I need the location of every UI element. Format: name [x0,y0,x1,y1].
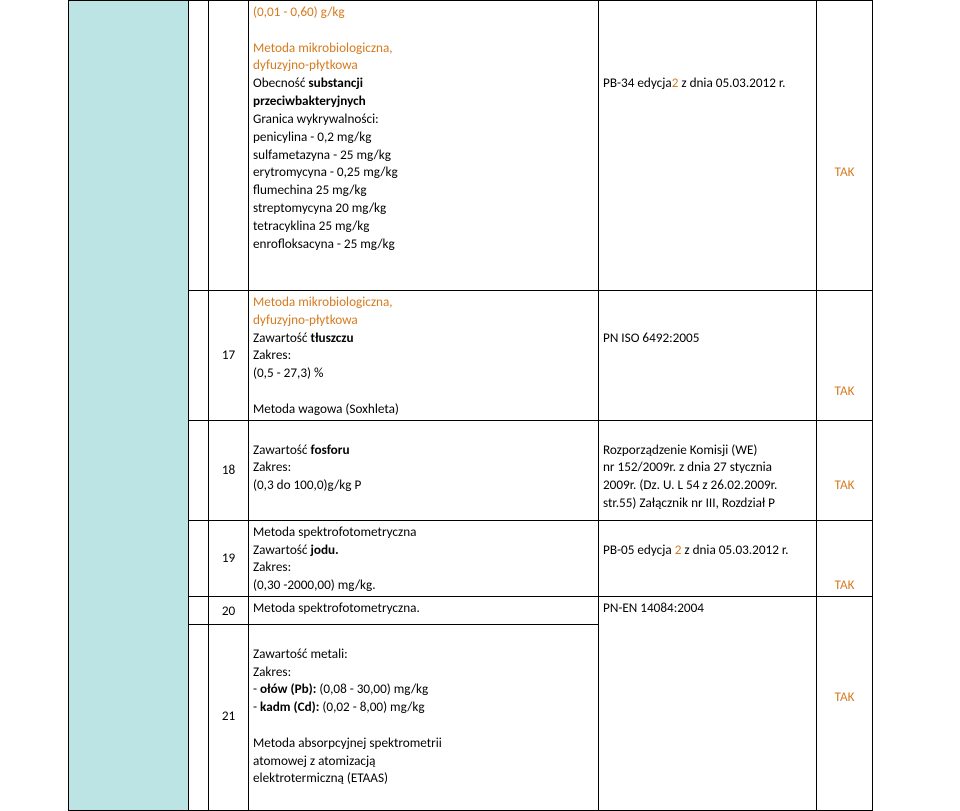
row-number: 17 [209,291,249,421]
method-cell: Metoda mikrobiologiczna,dyfuzyjno-płytko… [249,291,599,421]
reference-cell: PB-34 edycja2 z dnia 05.03.2012 r. [599,1,817,291]
status-cell: TAK [817,596,873,810]
table-row: 18 Zawartość fosforuZakres:(0,3 do 100,0… [69,420,873,520]
table-row: 19Metoda spektrofotometrycznaZawartość j… [69,520,873,596]
row-number: 18 [209,420,249,520]
table-row: 20Metoda spektrofotometryczna.PN-EN 1408… [69,596,873,624]
row-number: 20 [209,596,249,624]
table-row: (0,01 - 0,60) g/kg Metoda mikrobiologicz… [69,1,873,291]
spacer-cell [189,596,209,624]
reference-cell: PN-EN 14084:2004 [599,596,817,810]
status-cell: TAK [817,420,873,520]
method-cell: Metoda spektrofotometrycznaZawartość jod… [249,520,599,596]
row-number: 21 [209,624,249,810]
status-cell: TAK [817,520,873,596]
spacer-cell [189,1,209,291]
reference-cell: PB-05 edycja 2 z dnia 05.03.2012 r. [599,520,817,596]
reference-cell: Rozporządzenie Komisji (WE)nr 152/2009r.… [599,420,817,520]
spacer-cell [189,624,209,810]
row-number: 19 [209,520,249,596]
status-cell: TAK [817,291,873,421]
spacer-cell [189,420,209,520]
method-cell: Zawartość fosforuZakres:(0,3 do 100,0)g/… [249,420,599,520]
method-cell: Metoda spektrofotometryczna. [249,596,599,624]
method-cell: (0,01 - 0,60) g/kg Metoda mikrobiologicz… [249,1,599,291]
row-group-cell [69,1,189,811]
status-cell: TAK [817,1,873,291]
row-number [209,1,249,291]
method-cell: Zawartość metali:Zakres:- ołów (Pb): (0,… [249,624,599,810]
data-table: (0,01 - 0,60) g/kg Metoda mikrobiologicz… [68,0,873,811]
spacer-cell [189,520,209,596]
spacer-cell [189,291,209,421]
reference-cell: PN ISO 6492:2005 [599,291,817,421]
table-row: 17Metoda mikrobiologiczna,dyfuzyjno-płyt… [69,291,873,421]
